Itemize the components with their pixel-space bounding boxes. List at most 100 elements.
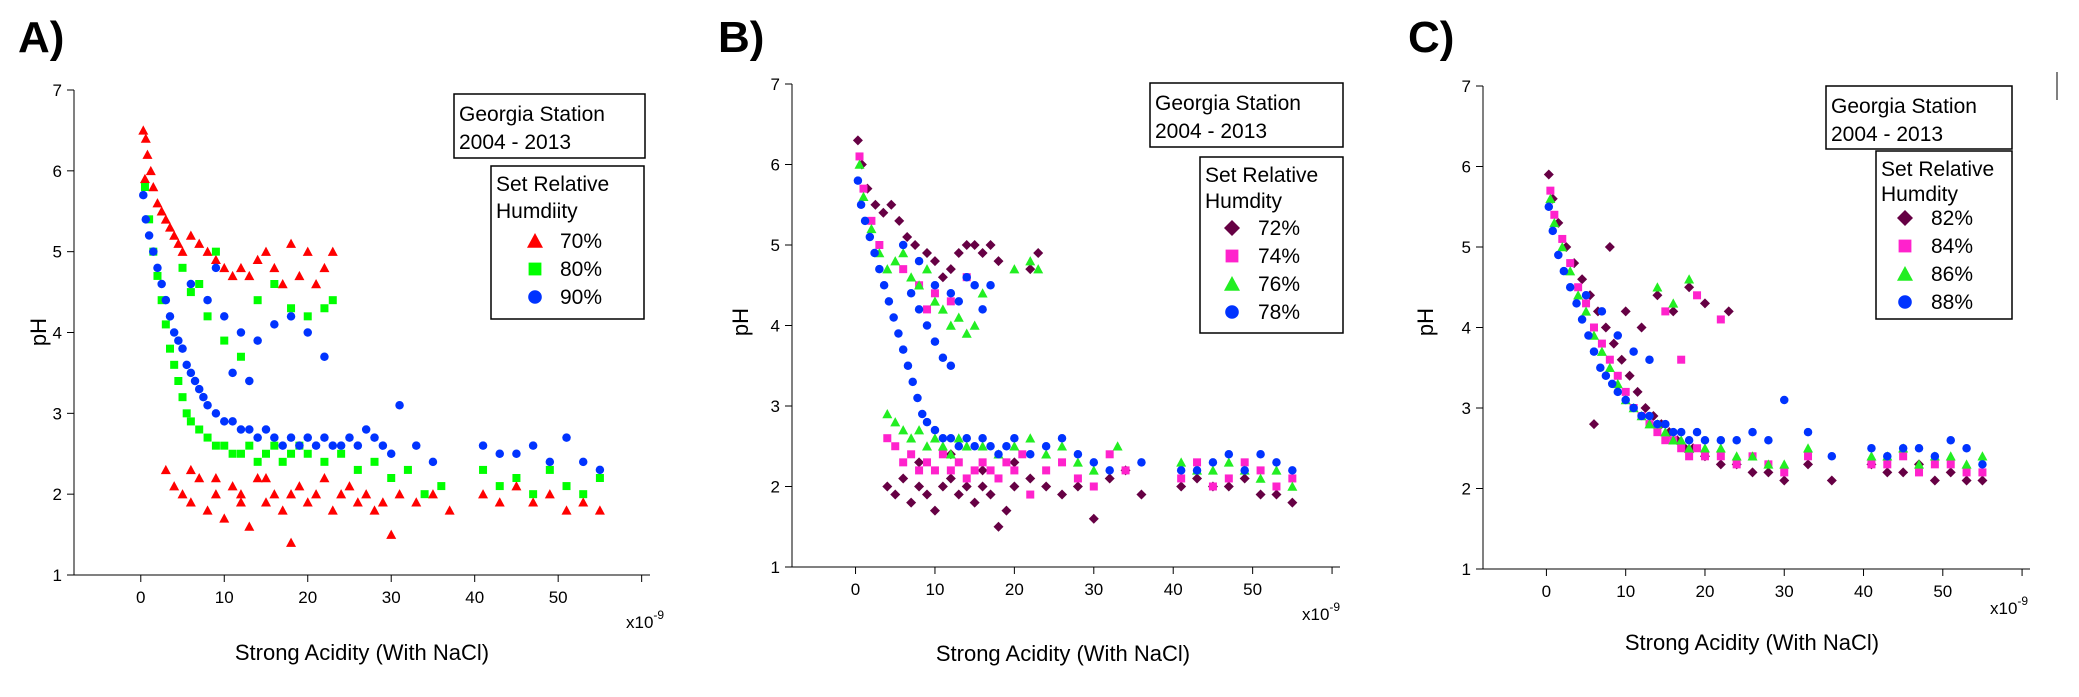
data-point <box>277 279 288 289</box>
data-point <box>286 537 297 547</box>
data-point <box>1581 306 1592 316</box>
data-point <box>1025 256 1036 266</box>
data-point <box>882 264 893 274</box>
y-tick-label: 1 <box>1462 560 1471 579</box>
data-point <box>907 450 916 459</box>
data-point <box>898 248 909 258</box>
legend-marker <box>1225 249 1239 263</box>
data-point <box>294 481 305 491</box>
data-point <box>378 441 388 450</box>
data-point <box>1057 441 1068 451</box>
data-point <box>1256 466 1265 475</box>
data-point <box>923 305 932 314</box>
data-point <box>1930 452 1940 461</box>
data-point <box>899 458 908 467</box>
data-point <box>906 289 916 298</box>
data-point <box>220 417 229 426</box>
data-point <box>1545 193 1556 203</box>
data-point <box>993 256 1004 267</box>
legend-box <box>490 165 645 320</box>
data-point <box>303 449 312 458</box>
legend-label: 78% <box>1258 301 1300 324</box>
data-point <box>261 473 271 483</box>
data-point <box>411 497 422 507</box>
data-point <box>327 505 338 515</box>
y-tick-label: 2 <box>771 478 780 497</box>
legend-title-line-2: Humdity <box>1205 190 1283 213</box>
legend-marker <box>527 233 543 248</box>
data-point <box>1661 436 1670 445</box>
data-point <box>977 288 988 298</box>
data-point <box>1018 450 1027 459</box>
data-point <box>1731 451 1742 461</box>
data-point <box>278 441 287 450</box>
data-point <box>1732 435 1741 445</box>
data-point <box>865 232 875 242</box>
data-point <box>930 337 940 346</box>
data-point <box>908 377 917 387</box>
data-point <box>173 238 184 248</box>
data-point <box>1596 363 1605 372</box>
data-point <box>970 281 979 290</box>
panel-label: B) <box>718 13 764 62</box>
x-multiplier-label: x10-9 <box>626 608 664 632</box>
y-tick-label: 2 <box>53 485 62 504</box>
data-point <box>977 248 988 259</box>
data-point <box>898 473 909 484</box>
data-point <box>852 135 863 146</box>
data-point <box>879 281 889 290</box>
data-point <box>1033 264 1044 274</box>
data-point <box>302 497 313 507</box>
data-point <box>1041 449 1052 459</box>
data-point <box>898 345 908 354</box>
x-tick-label: 50 <box>1243 580 1262 599</box>
data-point <box>1058 458 1067 467</box>
data-point <box>902 231 913 242</box>
x-multiplier-label: x10-9 <box>1990 594 2028 618</box>
data-point <box>1684 282 1695 293</box>
data-point <box>220 441 229 450</box>
data-point <box>1867 444 1876 453</box>
data-point <box>262 449 270 458</box>
data-point <box>1747 467 1758 478</box>
data-point <box>859 184 868 193</box>
data-point <box>1866 451 1877 461</box>
data-point <box>1073 450 1083 459</box>
data-point <box>1882 467 1893 478</box>
data-point <box>1613 387 1623 397</box>
legend-label: 82% <box>1931 207 1973 230</box>
data-point <box>930 289 939 298</box>
data-point <box>252 473 263 483</box>
legend-entries: 72% 74% 76% 78% <box>1224 217 1300 324</box>
data-point <box>203 312 212 321</box>
data-point <box>1009 481 1020 492</box>
data-point <box>1763 459 1774 469</box>
data-point <box>203 433 212 442</box>
data-point <box>1867 460 1876 469</box>
data-point <box>270 280 279 288</box>
data-point <box>953 433 964 443</box>
data-point <box>1668 298 1679 308</box>
data-point <box>1193 458 1202 467</box>
data-point <box>420 490 429 499</box>
y-ticks: 1 2 3 4 5 6 7 <box>53 81 74 585</box>
data-point <box>946 466 955 475</box>
data-point <box>1914 444 1924 453</box>
data-point <box>1088 513 1099 524</box>
data-point <box>210 489 221 499</box>
x-tick-label: 10 <box>925 580 944 599</box>
data-point <box>142 149 153 159</box>
x-tick-label: 50 <box>549 588 568 607</box>
data-point <box>178 344 187 353</box>
data-point <box>303 312 312 321</box>
y-tick-label: 5 <box>1462 238 1471 257</box>
data-point <box>1177 474 1186 483</box>
data-point <box>1208 482 1217 491</box>
data-point <box>1224 474 1233 483</box>
data-point <box>1653 428 1662 437</box>
data-point <box>945 264 956 275</box>
data-point <box>236 352 245 361</box>
x-tick-label: 0 <box>136 588 145 607</box>
data-point <box>1574 283 1583 292</box>
panel-label: A) <box>18 13 64 62</box>
